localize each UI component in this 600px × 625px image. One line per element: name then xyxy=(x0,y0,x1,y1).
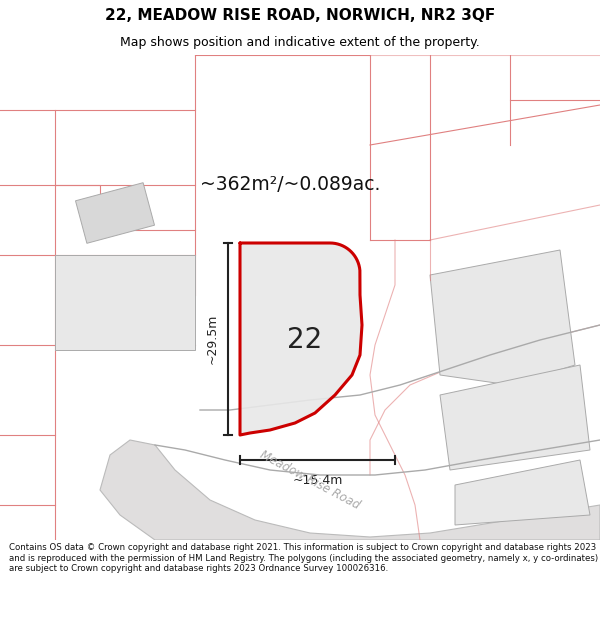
Polygon shape xyxy=(455,460,590,525)
Text: 22, MEADOW RISE ROAD, NORWICH, NR2 3QF: 22, MEADOW RISE ROAD, NORWICH, NR2 3QF xyxy=(105,8,495,23)
Polygon shape xyxy=(55,255,195,350)
Text: Map shows position and indicative extent of the property.: Map shows position and indicative extent… xyxy=(120,36,480,49)
Polygon shape xyxy=(100,440,600,540)
Polygon shape xyxy=(430,250,575,385)
Polygon shape xyxy=(240,243,362,435)
Polygon shape xyxy=(440,365,590,470)
Polygon shape xyxy=(76,182,155,243)
Text: Meadow Rise Road: Meadow Rise Road xyxy=(258,448,362,512)
Text: ~29.5m: ~29.5m xyxy=(205,314,218,364)
Text: 22: 22 xyxy=(287,326,323,354)
Text: Contains OS data © Crown copyright and database right 2021. This information is : Contains OS data © Crown copyright and d… xyxy=(9,543,598,573)
Text: ~15.4m: ~15.4m xyxy=(292,474,343,486)
Text: ~362m²/~0.089ac.: ~362m²/~0.089ac. xyxy=(200,176,380,194)
